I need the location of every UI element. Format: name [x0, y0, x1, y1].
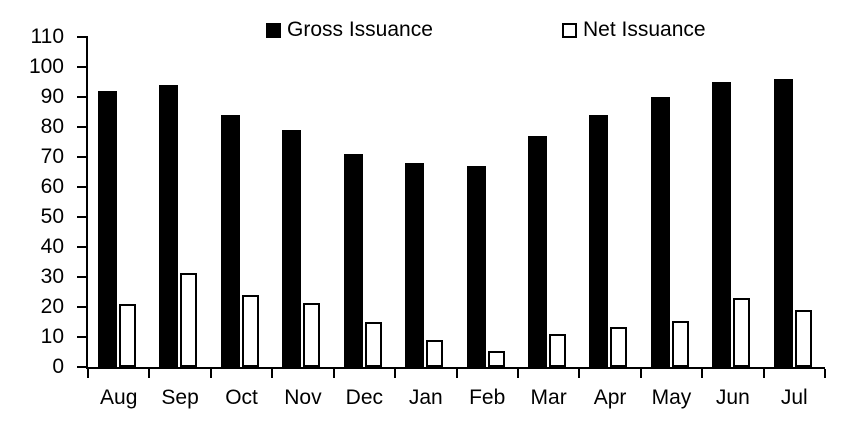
y-axis-tick-label: 100	[28, 55, 64, 78]
net-issuance-bar	[487, 350, 505, 367]
x-axis-category-label: Apr	[593, 386, 627, 409]
legend-label-gross: Gross Issuance	[287, 18, 433, 41]
y-axis-tick	[77, 276, 88, 278]
gross-issuance-bar	[773, 79, 793, 367]
y-axis-tick-label: 80	[40, 115, 64, 138]
y-axis-tick-label: 0	[52, 355, 64, 378]
y-axis-tick-label: 50	[40, 205, 64, 228]
y-axis-tick-label: 40	[40, 235, 64, 258]
gross-issuance-bar	[159, 85, 179, 367]
y-axis-tick-label: 10	[40, 325, 64, 348]
x-axis-tick	[394, 369, 397, 378]
x-axis-category-label: Feb	[469, 386, 506, 409]
y-axis-tick-label: 90	[40, 85, 64, 108]
x-axis-category-label: Jun	[715, 386, 750, 409]
gross-issuance-bar	[712, 82, 732, 367]
y-axis-tick-label: 20	[40, 295, 64, 318]
y-axis-tick-label: 60	[40, 175, 64, 198]
x-axis-tick	[639, 369, 642, 378]
x-axis-category-label: Dec	[345, 386, 384, 409]
gross-issuance-bar	[98, 91, 117, 367]
gross-issuance-bar	[343, 154, 363, 367]
y-axis-tick	[77, 336, 88, 338]
x-axis-tick	[455, 369, 458, 378]
y-axis-tick	[77, 216, 88, 218]
y-axis-tick	[77, 246, 88, 248]
gross-issuance-bar	[589, 115, 609, 367]
x-axis-tick	[578, 369, 581, 378]
gross-issuance-bar	[650, 97, 670, 367]
net-issuance-bar	[610, 326, 628, 367]
x-axis-tick	[824, 369, 826, 378]
gross-issuance-swatch-icon	[266, 22, 281, 38]
net-issuance-bar	[733, 298, 751, 367]
y-axis-tick	[77, 366, 88, 368]
legend-label-net: Net Issuance	[583, 18, 706, 41]
x-axis-category-label: Sep	[161, 386, 199, 409]
gross-issuance-bar	[220, 115, 240, 367]
y-axis-tick-label: 110	[30, 25, 64, 48]
net-issuance-bar	[364, 322, 382, 367]
net-issuance-bar	[548, 334, 566, 367]
net-issuance-bar	[303, 302, 321, 367]
x-axis-category-label: Mar	[530, 386, 567, 409]
net-issuance-bar	[671, 320, 689, 367]
y-axis-tick	[77, 36, 88, 38]
y-axis-tick	[77, 126, 88, 128]
net-issuance-bar	[241, 295, 259, 367]
x-axis-tick	[271, 369, 274, 378]
legend-item-net: Net Issuance	[562, 18, 706, 41]
x-axis-category-label: Jul	[780, 386, 808, 409]
x-axis-tick	[762, 369, 765, 378]
x-axis-tick	[516, 369, 519, 378]
y-axis-tick	[77, 96, 88, 98]
x-axis-category-label: Jan	[408, 386, 443, 409]
gross-issuance-bar	[405, 163, 425, 367]
y-axis-tick	[77, 306, 88, 308]
gross-issuance-bar	[282, 130, 302, 367]
y-axis-tick-label: 70	[40, 145, 64, 168]
y-axis-tick-label: 30	[40, 265, 64, 288]
y-axis-tick	[77, 66, 88, 68]
x-axis-tick	[209, 369, 212, 378]
x-axis-tick	[332, 369, 335, 378]
net-issuance-bar	[119, 304, 136, 367]
gross-issuance-bar	[527, 136, 547, 367]
x-axis-category-label: Oct	[225, 386, 258, 409]
x-axis-tick	[87, 369, 89, 378]
y-axis-line	[86, 36, 88, 369]
net-issuance-bar	[180, 272, 198, 367]
x-axis-category-label: May	[651, 386, 692, 409]
x-axis-tick	[148, 369, 151, 378]
net-issuance-swatch-icon	[562, 22, 577, 38]
net-issuance-bar	[794, 310, 812, 367]
legend-item-gross: Gross Issuance	[266, 18, 433, 41]
y-axis-tick	[77, 186, 88, 188]
x-axis-category-label: Nov	[284, 386, 322, 409]
net-issuance-bar	[426, 340, 444, 367]
gross-issuance-bar	[466, 166, 486, 367]
x-axis-line	[86, 367, 825, 369]
x-axis-category-label: Aug	[100, 386, 138, 409]
x-axis-tick	[701, 369, 704, 378]
y-axis-tick	[77, 156, 88, 158]
